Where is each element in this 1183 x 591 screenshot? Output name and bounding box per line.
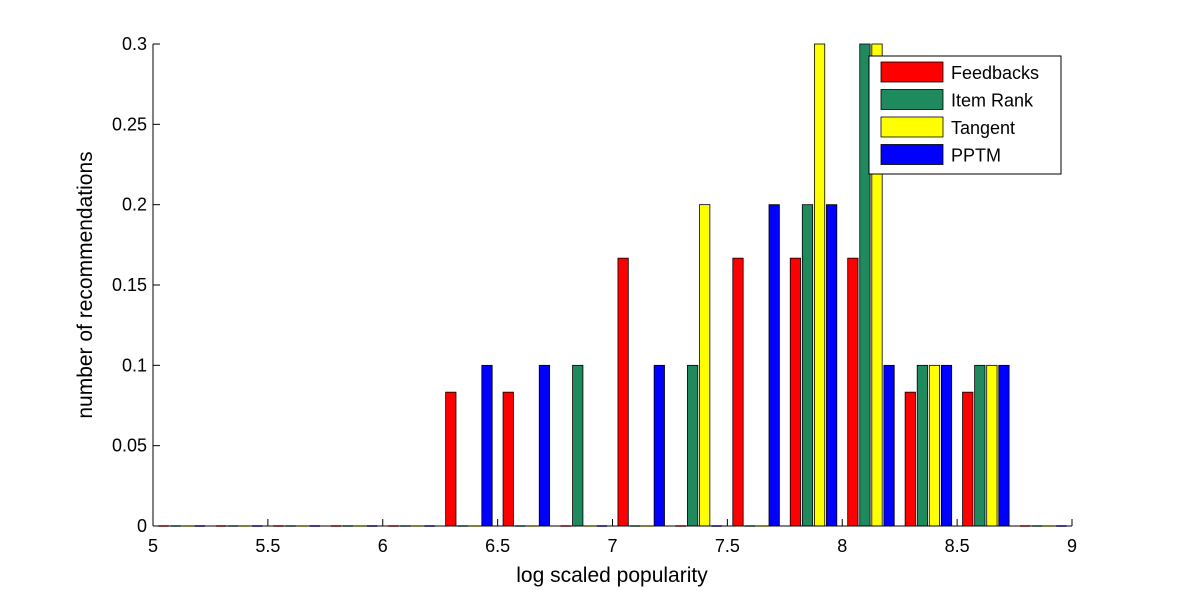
legend-swatch-pptm [880,144,944,165]
x-tick-label: 5 [148,536,158,556]
bar-pptm [883,364,895,527]
bar-feedbacks [502,391,514,527]
bar-pptm [768,204,780,527]
x-tick-label: 6 [378,536,388,556]
y-tick-label: 0.3 [122,34,147,54]
x-tick-label: 8 [837,536,847,556]
bar-pptm [653,364,665,527]
bar-feedbacks [847,257,859,527]
y-tick-label: 0.05 [112,436,147,456]
legend-label-tangent: Tangent [951,118,1015,138]
bar-tangent [699,204,711,527]
bar-feedbacks [732,257,744,527]
bar-item-rank [687,364,699,527]
x-tick-label: 7.5 [715,536,740,556]
bar-feedbacks [904,391,916,527]
bar-pptm [998,364,1010,527]
x-tick-label: 6.5 [485,536,510,556]
bar-feedbacks [445,391,457,527]
bar-item-rank [916,364,928,527]
legend-label-feedbacks: Feedbacks [951,63,1039,83]
bar-item-rank [974,364,986,527]
x-tick-label: 8.5 [945,536,970,556]
legend-swatch-tangent [880,116,944,138]
bar-pptm [826,204,838,527]
bar-feedbacks [789,257,802,527]
bar-pptm [538,364,551,527]
legend: Feedbacks Item Rank Tangent PPTM [868,55,1062,175]
bars-layer [158,43,1067,527]
x-tick-label: 9 [1067,536,1077,556]
bar-pptm [940,364,953,527]
bar-feedbacks [617,257,629,527]
y-tick-label: 0 [137,516,147,536]
bar-tangent [928,364,941,527]
x-tick-label: 5.5 [255,536,280,556]
axes-layer: 5 5.5 6 6.5 7 7.5 8 8.5 9 0 0.05 0.1 0.15 0.2 0.25 0.3 [112,34,1077,556]
x-axis-label: log scaled popularity [516,564,708,587]
y-tick-label: 0.2 [122,195,147,215]
bar-tangent [986,364,998,527]
legend-swatch-feedbacks [880,61,944,83]
bar-tangent [813,43,826,527]
x-tick-label: 7 [607,536,617,556]
y-axis-label: number of recommendations [74,151,97,418]
legend-label-pptm: PPTM [951,146,1001,166]
bar-item-rank [801,204,814,527]
y-tick-label: 0.1 [122,355,147,375]
bar-item-rank [572,364,584,527]
legend-swatch-item-rank [880,89,944,110]
y-tick-label: 0.25 [112,114,147,134]
y-tick-label: 0.15 [112,275,147,295]
bar-pptm [481,364,493,527]
legend-label-item-rank: Item Rank [951,91,1034,111]
bar-feedbacks [962,391,974,527]
